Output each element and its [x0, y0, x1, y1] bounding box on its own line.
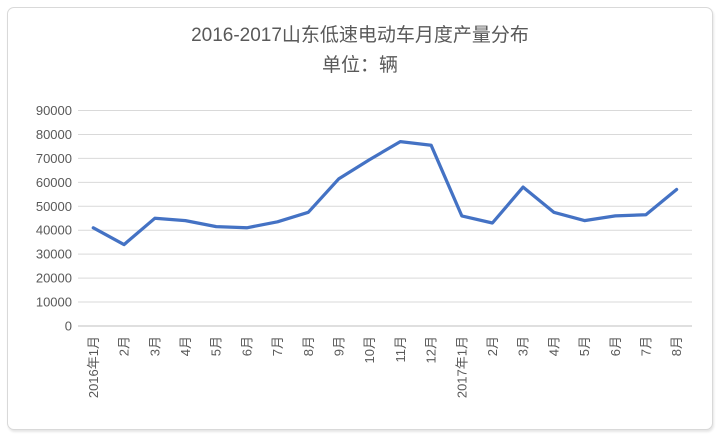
- chart-title: 2016-2017山东低速电动车月度产量分布: [191, 25, 529, 46]
- x-tick-label: 8月: [669, 336, 684, 356]
- x-tick-label: 2月: [485, 336, 500, 356]
- x-tick-label: 2月: [117, 336, 132, 356]
- x-tick-label: 5月: [209, 336, 224, 356]
- y-tick-label: 0: [65, 319, 72, 334]
- y-tick-label: 90000: [36, 103, 72, 118]
- x-tick-label: 4月: [546, 336, 561, 356]
- y-tick-label: 20000: [36, 271, 72, 286]
- y-tick-label: 60000: [36, 175, 72, 190]
- x-tick-label: 5月: [577, 336, 592, 356]
- x-tick-label: 3月: [516, 336, 531, 356]
- x-tick-label: 7月: [270, 336, 285, 356]
- y-tick-label: 40000: [36, 223, 72, 238]
- x-tick-label: 6月: [608, 336, 623, 356]
- x-tick-label: 10月: [362, 336, 377, 363]
- y-tick-label: 30000: [36, 247, 72, 262]
- y-tick-label: 70000: [36, 151, 72, 166]
- production-line-series: [91, 139, 679, 247]
- chart-title-block: 2016-2017山东低速电动车月度产量分布 单位：辆: [0, 21, 720, 81]
- x-tick-label: 9月: [331, 336, 346, 356]
- y-tick-label: 80000: [36, 127, 72, 142]
- x-tick-label: 7月: [638, 336, 653, 356]
- y-tick-label: 50000: [36, 199, 72, 214]
- x-tick-label: 2016年1月: [86, 336, 101, 398]
- x-tick-label: 8月: [301, 336, 316, 356]
- chart-subtitle: 单位：辆: [321, 55, 398, 76]
- y-tick-label: 10000: [36, 295, 72, 310]
- x-tick-label: 4月: [178, 336, 193, 356]
- x-tick-label: 12月: [424, 336, 439, 363]
- x-tick-label: 11月: [393, 336, 408, 363]
- x-tick-label: 6月: [239, 336, 254, 356]
- x-tick-label: 2017年1月: [454, 336, 469, 398]
- x-tick-label: 3月: [147, 336, 162, 356]
